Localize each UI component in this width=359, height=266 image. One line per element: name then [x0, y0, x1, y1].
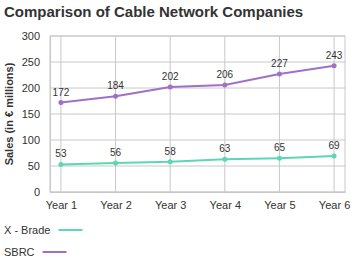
grid-line [224, 36, 225, 192]
tick-label: 100 [22, 134, 40, 146]
tick-label: 50 [28, 160, 40, 172]
data-label: 63 [219, 143, 231, 154]
tick-label: 300 [22, 30, 40, 42]
point [277, 71, 282, 76]
plot-frame [50, 36, 345, 192]
tick: 200 [22, 82, 50, 94]
tick: 300 [22, 30, 50, 42]
legend-item: SBRC [4, 246, 67, 258]
data-label: 65 [274, 142, 286, 153]
y-axis: 0 50 100 150 200 250 300 [22, 30, 51, 198]
data-labels: 53 56 58 63 65 69 172 184 202 206 227 243 [53, 50, 343, 160]
tick: Year 5 [264, 192, 295, 211]
tick-label: 0 [34, 186, 40, 198]
grid-line [50, 140, 345, 141]
point [332, 63, 337, 68]
tick: 150 [22, 108, 50, 120]
tick: Year 2 [100, 192, 131, 211]
tick-label: Year 3 [155, 199, 186, 211]
tick-label: Year 4 [210, 199, 241, 211]
legend-item: X - Brade [4, 224, 82, 236]
grid-line [50, 62, 345, 63]
point [222, 82, 227, 87]
tick: 100 [22, 134, 50, 146]
axis-line [51, 192, 346, 193]
point [168, 159, 173, 164]
data-label: 56 [110, 147, 122, 158]
point [58, 100, 63, 105]
chart: Comparison of Cable Network Companies 0 50… [0, 0, 359, 266]
legend: X - Brade SBRC [4, 224, 82, 258]
grid-line [50, 88, 345, 89]
tick-label: 200 [22, 82, 40, 94]
point [113, 94, 118, 99]
legend-swatch [58, 229, 82, 231]
data-label: 202 [162, 71, 179, 82]
tick: 250 [22, 56, 50, 68]
point [222, 157, 227, 162]
tick-label: Year 6 [319, 199, 350, 211]
grid-line [115, 36, 116, 192]
point [168, 84, 173, 89]
tick-label: Year 5 [264, 199, 295, 211]
tick-label: 150 [22, 108, 40, 120]
tick: Year 6 [319, 192, 350, 211]
x-axis: Year 1 Year 2 Year 3 Year 4 Year 5 Year 6 [46, 192, 351, 211]
grid [50, 36, 345, 192]
tick: Year 4 [210, 192, 241, 211]
tick-label: 250 [22, 56, 40, 68]
grid-line [60, 36, 61, 192]
point [58, 162, 63, 167]
tick-label: Year 2 [100, 199, 131, 211]
legend-swatch [43, 251, 67, 253]
point [332, 154, 337, 159]
grid-line [170, 36, 171, 192]
tick: Year 3 [155, 192, 186, 211]
data-label: 206 [216, 69, 233, 80]
series-line [61, 66, 334, 103]
tick: 50 [28, 160, 50, 172]
tick: Year 1 [46, 192, 77, 211]
y-axis-title: Sales (in € millions) [3, 62, 15, 165]
data-label: 53 [55, 148, 67, 159]
grid-line [50, 166, 345, 167]
legend-label: X - Brade [4, 224, 50, 236]
title: Comparison of Cable Network Companies [4, 3, 303, 20]
data-label: 184 [107, 80, 124, 91]
series-line [61, 156, 334, 164]
axis-line [50, 37, 51, 193]
data-label: 69 [329, 140, 341, 151]
data-label: 227 [271, 58, 288, 69]
data-label: 58 [165, 146, 177, 157]
tick: 0 [34, 186, 50, 198]
point [277, 156, 282, 161]
data-label: 172 [53, 87, 70, 98]
series-group [58, 63, 336, 167]
plot: 050100150200250300Year 1Year 2Year 3Year… [22, 30, 351, 211]
point [113, 160, 118, 165]
legend-label: SBRC [4, 246, 35, 258]
grid-line [50, 114, 345, 115]
data-label: 243 [326, 50, 343, 61]
tick-label: Year 1 [46, 199, 77, 211]
